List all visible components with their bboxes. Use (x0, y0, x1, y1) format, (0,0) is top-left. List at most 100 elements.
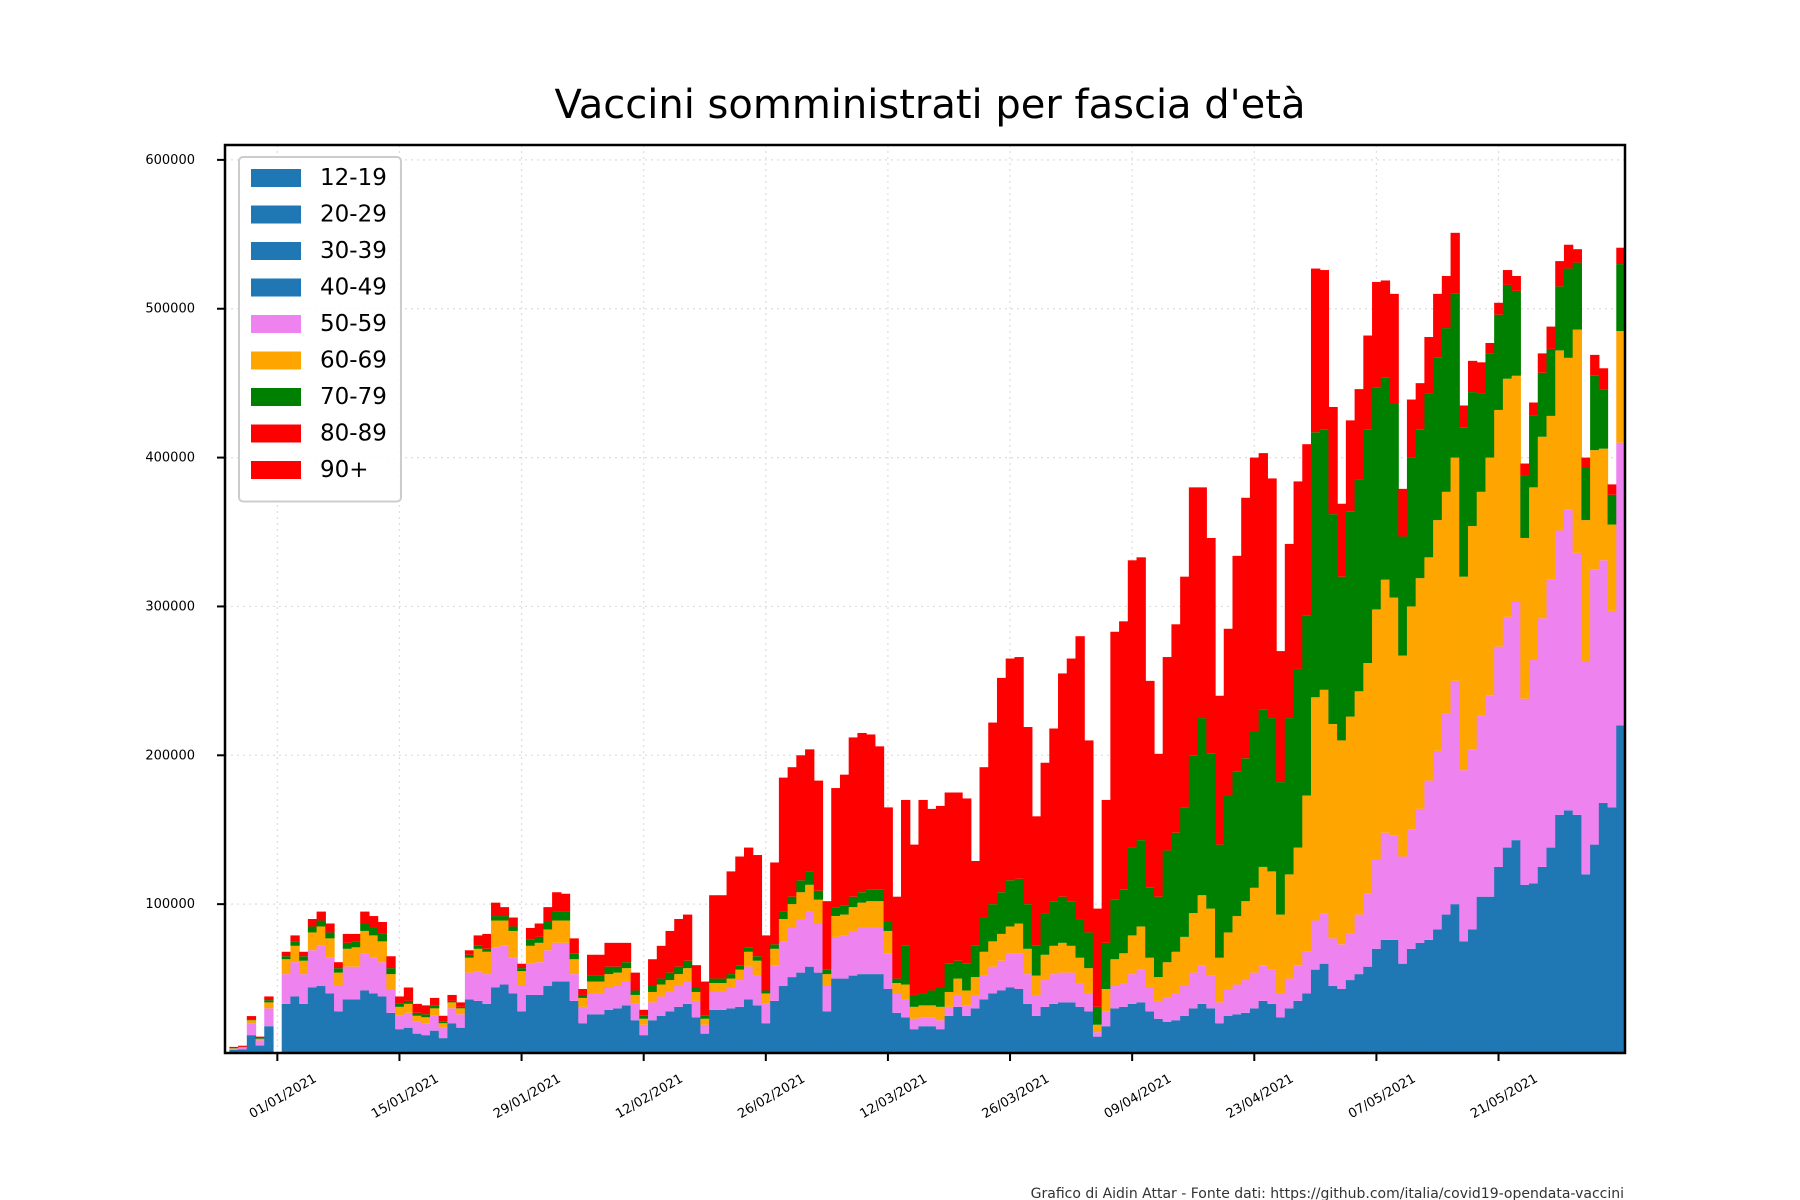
bar-2021-05-05-under-50 (1354, 974, 1364, 1053)
bar-2021-03-25-50-59 (996, 960, 1007, 991)
bar-2021-01-30-70-79 (525, 939, 536, 946)
bar-2021-05-26-50-59 (1537, 618, 1548, 867)
bar-2021-02-01-60-69 (543, 929, 553, 951)
bar-2021-01-09-70-79 (342, 942, 353, 949)
bar-2021-02-08-under-50 (604, 1009, 614, 1053)
bar-2021-02-05-under-50 (578, 1023, 588, 1053)
bar-2021-05-12-under-50 (1415, 942, 1425, 1053)
bar-2021-05-06-60-69 (1363, 663, 1373, 894)
bar-2021-03-09-50-59 (857, 927, 867, 975)
bar-2021-01-14-80+ (386, 956, 396, 969)
bar-2021-03-30-80+ (1040, 762, 1050, 914)
bar-2021-01-06-under-50 (316, 986, 326, 1053)
bar-2021-03-17-50-59 (927, 1017, 937, 1027)
bar-2021-05-08-70-79 (1380, 377, 1391, 580)
bar-2021-02-19-80+ (700, 981, 710, 1016)
bar-2021-04-29-50-59 (1302, 951, 1312, 994)
bar-2021-05-04-50-59 (1345, 933, 1356, 981)
bar-2021-01-25-50-59 (482, 974, 492, 1004)
bar-2021-02-22-80+ (726, 871, 736, 975)
plot-frame (223, 143, 1627, 1055)
bar-2021-04-22-60-69 (1241, 901, 1251, 981)
bar-2021-05-29-50-59 (1563, 509, 1574, 811)
bar-2021-02-26-80+ (761, 935, 771, 991)
bar-2021-05-02-60-69 (1328, 724, 1338, 939)
bar-2021-03-03-50-59 (805, 911, 815, 967)
bar-2021-02-19-under-50 (700, 1033, 710, 1053)
bar-2021-01-18-70-79 (421, 1014, 431, 1018)
bar-2021-05-09-80+ (1389, 293, 1399, 404)
bar-2021-01-13-70-79 (377, 933, 387, 942)
bar-2021-05-11-50-59 (1406, 829, 1417, 949)
bar-2021-02-28-70-79 (778, 911, 789, 920)
bar-2021-02-21-50-59 (717, 991, 728, 1010)
bar-2021-03-11-80+ (874, 746, 885, 890)
bar-2021-05-26-60-69 (1537, 436, 1548, 619)
bar-2021-01-05-70-79 (307, 926, 318, 933)
bar-2021-05-14-80+ (1433, 293, 1443, 358)
bar-2021-01-24-50-59 (473, 971, 483, 1001)
bar-2021-04-26-70-79 (1276, 782, 1286, 915)
bar-2021-02-09-70-79 (613, 966, 623, 973)
bar-2021-02-02-70-79 (552, 911, 562, 921)
bar-2021-04-26-50-59 (1276, 993, 1286, 1018)
bar-2021-05-13-70-79 (1424, 393, 1434, 558)
bar-2021-03-08-under-50 (848, 975, 858, 1053)
bar-2021-05-19-80+ (1476, 362, 1487, 394)
bar-2021-02-09-50-59 (613, 986, 623, 1009)
bar-2021-03-08-80+ (848, 737, 858, 897)
bar-2021-05-15-70-79 (1441, 328, 1452, 492)
bar-2021-04-16-60-69 (1188, 913, 1199, 973)
bar-2021-06-03-under-50 (1607, 807, 1617, 1053)
bar-2021-04-02-under-50 (1066, 1002, 1077, 1053)
bar-2021-05-01-under-50 (1319, 963, 1330, 1053)
bar-2021-05-24-80+ (1520, 463, 1530, 476)
bar-2021-02-01-80+ (543, 907, 553, 923)
bar-2021-01-29-50-59 (517, 986, 527, 1012)
bar-2021-05-18-70-79 (1467, 392, 1478, 527)
bar-2021-03-06-60-69 (831, 916, 841, 937)
bar-2021-04-22-under-50 (1241, 1012, 1251, 1053)
bar-2021-02-27-under-50 (770, 1000, 780, 1053)
bar-2021-04-20-70-79 (1223, 795, 1234, 933)
bar-2021-05-20-60-69 (1485, 457, 1495, 696)
bar-2021-01-20-70-79 (438, 1021, 449, 1024)
bar-2021-02-22-70-79 (726, 974, 736, 979)
bar-2021-06-02-60-69 (1598, 448, 1609, 561)
bar-2021-02-06-under-50 (586, 1014, 597, 1053)
bar-2021-01-27-70-79 (499, 916, 510, 921)
bar-2021-03-17-80+ (927, 808, 937, 991)
bar-2021-02-13-under-50 (648, 1020, 658, 1053)
bar-2021-06-03-50-59 (1607, 610, 1617, 808)
bar-2021-04-28-50-59 (1293, 965, 1303, 1001)
bar-2021-03-01-60-69 (787, 904, 797, 928)
bar-2021-04-24-under-50 (1258, 1000, 1268, 1053)
bar-2021-02-04-60-69 (569, 959, 579, 975)
bar-2021-05-21-80+ (1494, 302, 1504, 315)
bar-2021-01-13-50-59 (377, 962, 387, 997)
bar-2021-03-27-70-79 (1014, 878, 1024, 924)
bar-2021-02-08-60-69 (604, 974, 614, 988)
bar-2021-05-20-under-50 (1485, 896, 1495, 1053)
bar-2021-03-24-80+ (988, 722, 998, 905)
bar-2021-04-19-under-50 (1215, 1023, 1225, 1053)
bar-2021-03-27-60-69 (1014, 923, 1024, 954)
bar-2021-04-30-under-50 (1310, 969, 1321, 1053)
bar-2021-04-18-50-59 (1206, 975, 1216, 1009)
legend-swatch-40-49 (251, 278, 301, 297)
bar-2021-03-24-60-69 (988, 941, 998, 967)
bar-2021-02-18-50-59 (691, 1000, 701, 1018)
bar-2021-03-18-under-50 (935, 1029, 946, 1053)
bar-2021-02-01-70-79 (543, 922, 553, 930)
bar-2021-05-26-80+ (1537, 353, 1548, 373)
y-tick-label-3: 400000 (145, 451, 195, 466)
bar-2021-05-05-60-69 (1354, 691, 1364, 915)
bar-2021-04-14-under-50 (1171, 1020, 1181, 1053)
bar-2021-04-08-80+ (1119, 621, 1129, 890)
bar-2021-02-02-50-59 (552, 942, 562, 982)
bar-2021-01-03-70-79 (290, 941, 300, 946)
bar-2021-02-17-under-50 (682, 1003, 693, 1053)
bar-2021-05-20-70-79 (1485, 353, 1495, 458)
bar-2021-03-05-60-69 (822, 974, 832, 987)
bar-2021-02-11-under-50 (630, 1020, 640, 1053)
